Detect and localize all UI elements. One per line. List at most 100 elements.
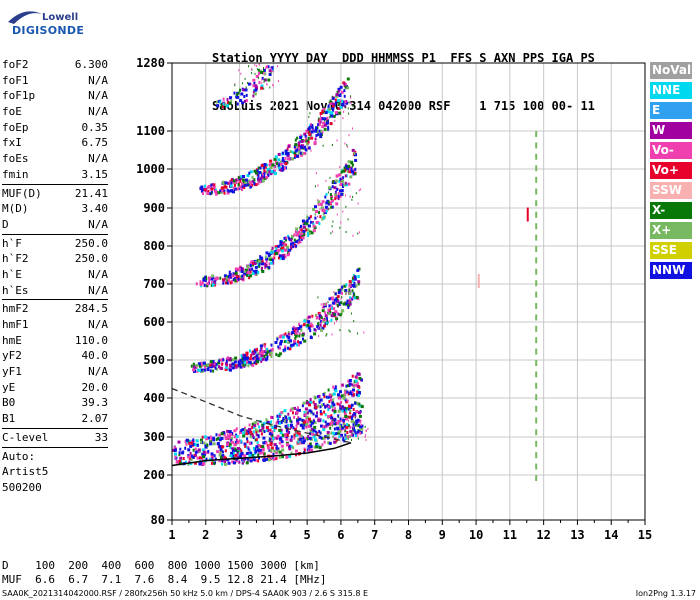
x-tick-label: 10 <box>469 528 483 542</box>
echo-point <box>253 81 256 85</box>
echo-point <box>204 445 208 449</box>
echo-point <box>200 361 204 365</box>
echo-point <box>302 437 306 441</box>
echo-point <box>222 281 225 285</box>
echo-point <box>334 423 336 426</box>
echo-point <box>212 442 216 446</box>
echo-point <box>338 430 342 433</box>
echo-point <box>291 331 295 334</box>
echo-point <box>271 433 274 437</box>
echo-point <box>272 257 275 261</box>
echo-point <box>351 289 354 293</box>
echo-point <box>323 410 326 414</box>
echo-point <box>336 421 340 425</box>
echo-point <box>269 349 272 353</box>
echo-point <box>290 420 293 424</box>
echo-point <box>350 433 353 437</box>
echo-point <box>286 442 289 446</box>
echo-point <box>209 360 213 364</box>
echo-point <box>349 392 353 395</box>
param-label: foEs <box>2 152 29 166</box>
echo-point <box>281 433 284 437</box>
echo-point <box>306 416 310 420</box>
echo-point <box>266 167 270 171</box>
echo-point <box>295 227 299 231</box>
echo-point <box>252 447 255 450</box>
echo-point <box>263 163 267 167</box>
echo-point <box>350 96 352 99</box>
echo-point <box>302 323 306 327</box>
echo-point <box>222 358 225 362</box>
echo-point <box>308 403 312 407</box>
echo-point <box>348 284 352 288</box>
echo-point <box>325 319 327 322</box>
echo-point <box>343 410 346 413</box>
echo-point <box>306 323 310 327</box>
echo-point <box>277 416 279 420</box>
echo-point <box>296 231 299 235</box>
echo-point <box>337 194 340 198</box>
echo-point <box>261 260 264 264</box>
echo-point <box>304 413 307 417</box>
echo-point <box>257 429 260 433</box>
echo-point <box>177 440 181 444</box>
param-divider <box>2 233 108 235</box>
param-value: 33 <box>94 430 108 444</box>
echo-point <box>240 175 244 179</box>
echo-point <box>342 210 344 213</box>
echo-point <box>330 205 334 209</box>
echo-point <box>331 398 334 402</box>
echo-point <box>206 192 210 195</box>
echo-point <box>237 361 240 365</box>
echo-point <box>338 179 341 183</box>
echo-point <box>320 129 323 133</box>
echo-point <box>323 209 327 213</box>
echo-point <box>295 433 299 437</box>
echo-point <box>259 344 263 348</box>
echo-point <box>535 257 538 264</box>
echo-point <box>344 433 347 437</box>
echo-point <box>207 449 210 453</box>
echo-point <box>354 167 357 171</box>
echo-point <box>230 181 233 185</box>
echo-point <box>277 447 280 451</box>
param-row: foEs N/A <box>2 151 108 167</box>
echo-point <box>290 242 292 246</box>
autoscaling-info: Artist5 <box>2 465 49 479</box>
echo-point <box>201 281 204 285</box>
echo-point <box>296 148 299 152</box>
echo-point <box>297 230 301 234</box>
echo-point <box>357 424 360 428</box>
echo-point <box>244 99 246 103</box>
echo-point <box>319 135 323 139</box>
echo-point <box>345 428 347 431</box>
echo-point <box>218 438 222 442</box>
echo-point <box>355 419 358 423</box>
param-label: B1 <box>2 412 16 426</box>
echo-point <box>339 226 341 229</box>
echo-point <box>266 65 268 69</box>
echo-point <box>331 185 334 189</box>
echo-point <box>356 382 359 385</box>
echo-point <box>359 425 362 429</box>
echo-point <box>287 431 290 435</box>
echo-point <box>256 352 260 356</box>
echo-point <box>336 213 338 216</box>
echo-point <box>336 111 338 113</box>
echo-point <box>306 222 309 226</box>
echo-point <box>242 82 243 85</box>
echo-point <box>321 109 325 113</box>
echo-point <box>349 330 351 333</box>
echo-point <box>302 439 306 443</box>
echo-point <box>325 209 328 213</box>
echo-point <box>197 362 201 366</box>
echo-point <box>347 160 351 164</box>
echo-point <box>337 288 339 291</box>
echo-point <box>226 101 229 105</box>
echo-point <box>262 436 266 440</box>
echo-point <box>248 65 249 68</box>
echo-point <box>318 429 321 433</box>
legend-item: SSE <box>650 242 692 259</box>
echo-point <box>212 186 216 189</box>
echo-point <box>290 425 292 429</box>
